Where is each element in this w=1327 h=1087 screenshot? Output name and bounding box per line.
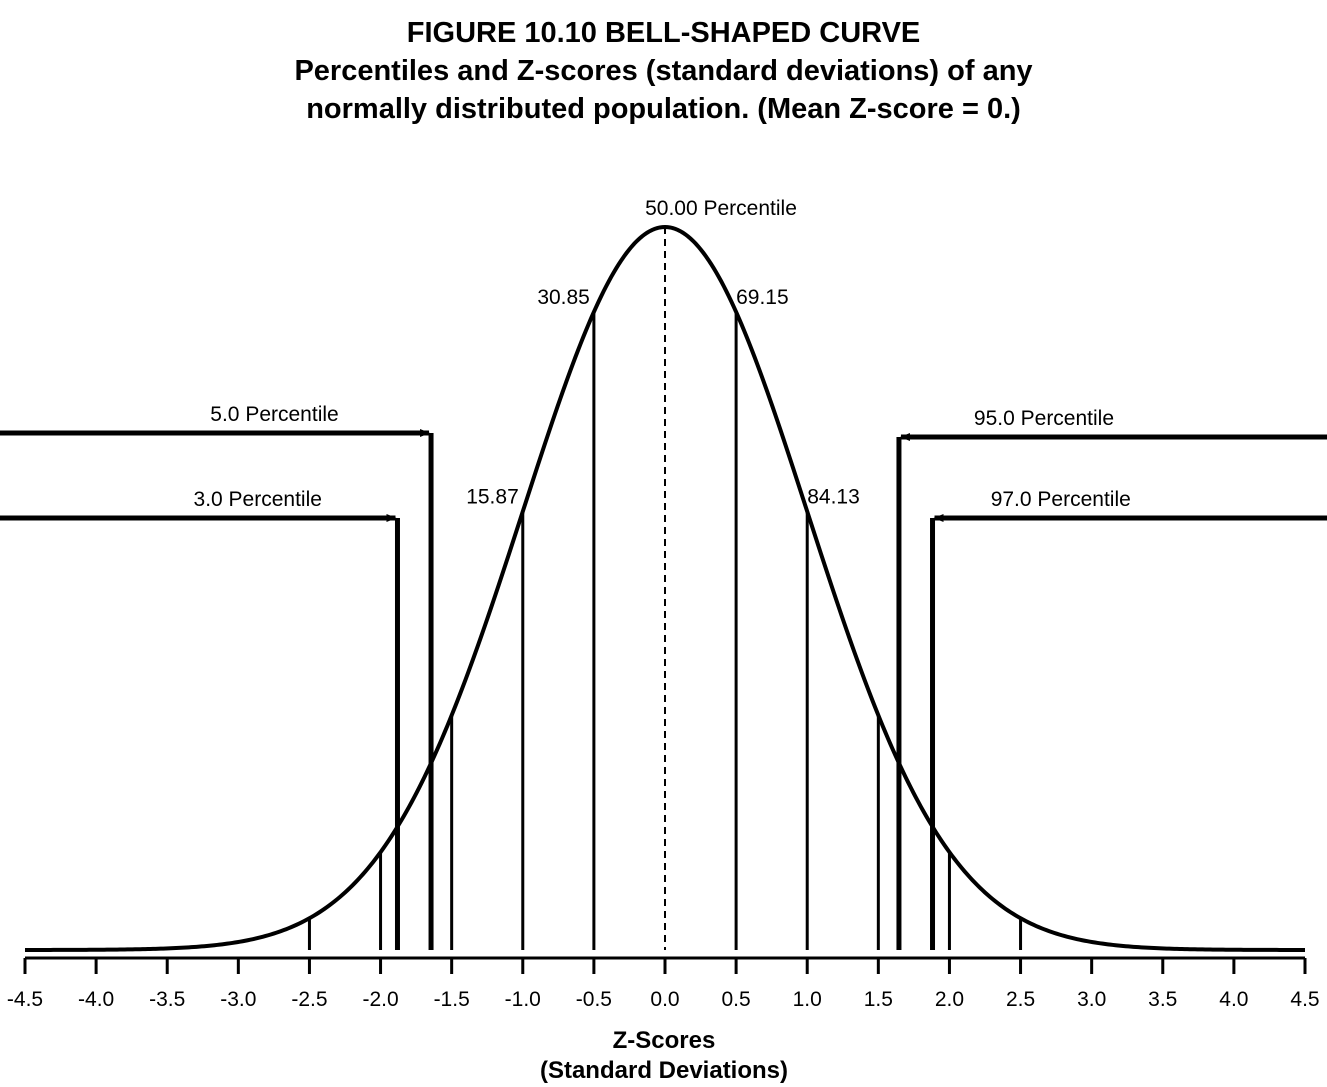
percentile-label: 5.0 Percentile	[210, 403, 338, 426]
x-tick-label: 2.0	[935, 988, 964, 1011]
x-tick-label: 1.5	[864, 988, 893, 1011]
percentile-label: 3.0 Percentile	[194, 488, 322, 511]
sd-label: 84.13	[807, 485, 860, 508]
figure-title: FIGURE 10.10 BELL-SHAPED CURVE	[406, 17, 921, 49]
x-tick-label: 2.5	[1006, 988, 1035, 1011]
x-tick-label: -2.0	[362, 988, 398, 1011]
mean-label: 50.00 Percentile	[645, 197, 797, 220]
x-tick-label: 1.0	[793, 988, 822, 1011]
title-block: FIGURE 10.10 BELL-SHAPED CURVE Percentil…	[0, 14, 1327, 128]
x-tick-label: 4.0	[1219, 988, 1248, 1011]
percentile-label: 97.0 Percentile	[991, 488, 1131, 511]
x-tick-label: -3.0	[220, 988, 256, 1011]
curve-layer	[25, 224, 1305, 952]
sd-label: 69.15	[736, 286, 789, 309]
x-tick-label: 0.5	[722, 988, 751, 1011]
x-tick-label: -4.5	[7, 988, 43, 1011]
x-tick-label: -4.0	[78, 988, 114, 1011]
sd-label: 30.85	[537, 286, 590, 309]
sd-lines	[307, 227, 1023, 950]
percentile-markers: 5.0 Percentile 3.0 Percentile 95.0 Percent…	[0, 403, 1327, 950]
labels: 50.00 Percentile 15.87 30.85 69.15 84.13	[466, 197, 860, 508]
x-tick-label: -1.5	[434, 988, 470, 1011]
x-tick-label: 3.5	[1148, 988, 1177, 1011]
x-tick-label: 0.0	[650, 988, 679, 1011]
figure-subtitle-line-1: Percentiles and Z-scores (standard devia…	[294, 55, 1033, 87]
x-tick-label: -1.0	[505, 988, 541, 1011]
sd-label: 15.87	[466, 485, 519, 508]
x-tick-label: 3.0	[1077, 988, 1106, 1011]
x-axis-title-line-2: (Standard Deviations)	[540, 1057, 788, 1084]
x-tick-label: -2.5	[291, 988, 327, 1011]
bell-curve	[25, 224, 1305, 952]
x-axis: -4.5 -4.0 -3.5 -3.0 -2.5 -2.0 -1.5 -1.0 -0.5 0.0 0…	[7, 956, 1320, 1011]
x-tick-label: -3.5	[149, 988, 185, 1011]
percentile-label: 95.0 Percentile	[974, 407, 1114, 430]
x-tick-label: 4.5	[1290, 988, 1319, 1011]
figure-subtitle-line-2: normally distributed population. (Mean Z…	[306, 93, 1021, 125]
x-axis-title-line-1: Z-Scores	[613, 1027, 716, 1054]
x-tick-label: -0.5	[576, 988, 612, 1011]
